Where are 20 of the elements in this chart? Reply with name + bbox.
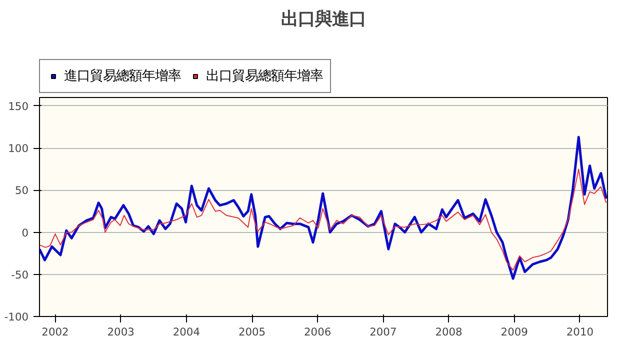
x-tick-label: 2004 — [172, 326, 200, 338]
x-tick-label: 2009 — [500, 326, 528, 338]
y-tick-label: 50 — [14, 184, 29, 198]
y-tick-label: 0 — [22, 226, 29, 240]
y-tick-label: 150 — [8, 100, 29, 113]
legend-label: 出口貿易總額年增率 — [206, 68, 323, 85]
line-series — [40, 168, 607, 271]
x-tick-label: 2010 — [566, 326, 594, 338]
line-series — [40, 136, 608, 280]
x-tick-label: 2006 — [304, 326, 332, 338]
chart-title: 出口與進口 — [281, 10, 366, 30]
y-tick-label: 100 — [8, 142, 29, 156]
x-tick-label: 2002 — [42, 326, 69, 338]
legend-label: 進口貿易總額年增率 — [64, 68, 181, 85]
x-tick-label: 2008 — [435, 326, 463, 338]
x-tick-label: 2007 — [370, 326, 397, 338]
y-tick-label: -50 — [11, 268, 29, 282]
x-tick-label: 2003 — [107, 326, 134, 338]
y-tick-label: -100 — [4, 310, 29, 324]
x-tick-label: 2005 — [238, 326, 266, 338]
